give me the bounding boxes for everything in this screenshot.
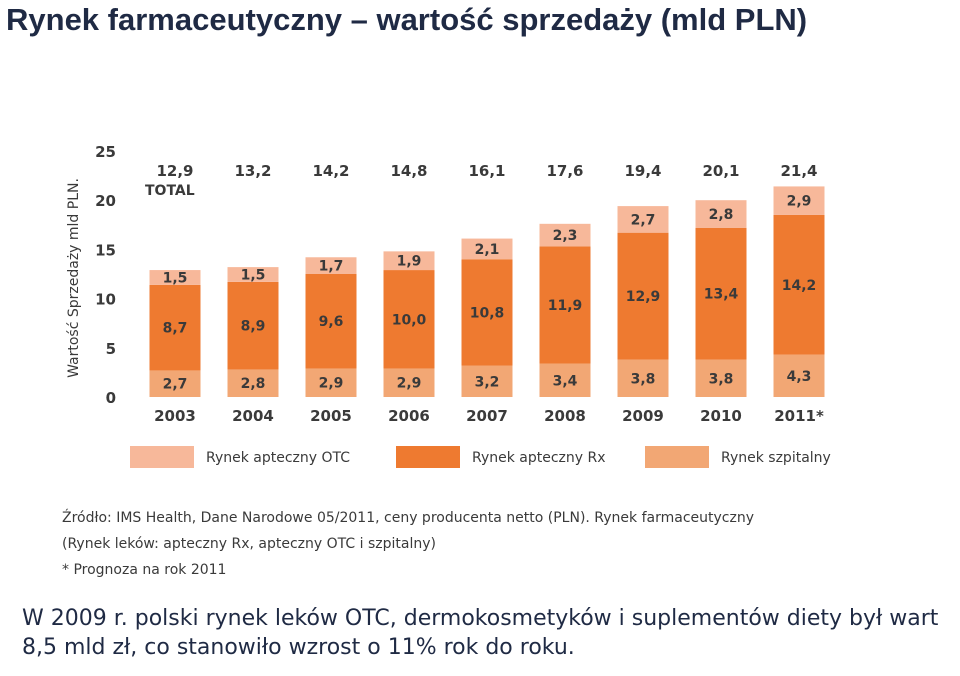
total-value-label: 19,4 [624, 162, 661, 180]
bar-segment [695, 200, 747, 228]
x-tick-label: 2010 [700, 407, 742, 425]
bar-segment [773, 186, 825, 215]
bar-segment [305, 257, 357, 274]
total-value-label: 21,4 [780, 162, 817, 180]
y-tick-label: 0 [106, 389, 116, 407]
total-value-label: 14,8 [390, 162, 427, 180]
bar-segment [773, 354, 825, 397]
total-value-label: 16,1 [468, 162, 505, 180]
bar-segment [305, 274, 357, 369]
x-tick-label: 2004 [232, 407, 274, 425]
bar-value-label: 2,7 [631, 212, 656, 228]
bar-value-label: 12,9 [626, 289, 661, 305]
bar-segment [383, 368, 435, 397]
bar-segment [227, 369, 279, 397]
bar-segment [461, 259, 513, 366]
total-value-label: 12,9 [156, 162, 193, 180]
bar-segment [695, 227, 747, 360]
bar-segment [773, 214, 825, 355]
bar-value-label: 2,7 [163, 377, 188, 393]
bar-value-label: 2,3 [553, 228, 578, 244]
bar-segment [539, 223, 591, 247]
total-value-label: 20,1 [702, 162, 739, 180]
bar-value-label: 14,2 [782, 278, 817, 294]
total-value-label: 13,2 [234, 162, 271, 180]
y-ticks: 0 5 10 15 20 25 [95, 143, 116, 407]
bar-value-label: 2,9 [319, 376, 344, 392]
bar-segment [461, 238, 513, 260]
bar-value-label: 2,9 [787, 194, 812, 210]
y-tick-label: 25 [95, 143, 116, 161]
x-tick-label: 2003 [154, 407, 196, 425]
legend-swatch [645, 446, 709, 468]
bar-segment [617, 232, 669, 360]
bar-value-label: 13,4 [704, 287, 739, 303]
y-tick-label: 20 [95, 192, 116, 210]
total-labels: 12,9 13,2 14,2 14,8 16,1 17,6 19,4 20,1 21,4 [156, 162, 817, 180]
bar-value-label: 8,7 [163, 321, 188, 337]
total-value-label: 17,6 [546, 162, 583, 180]
bar-value-label: 8,9 [241, 319, 266, 335]
x-tick-label: 2007 [466, 407, 508, 425]
bar-value-label: 2,8 [241, 376, 266, 392]
bar-value-label: 1,5 [241, 267, 266, 283]
legend-swatch [396, 446, 460, 468]
bar-segment [617, 359, 669, 397]
bar-value-label: 9,6 [319, 314, 344, 330]
y-tick-label: 15 [95, 241, 116, 259]
bar-segment [617, 206, 669, 233]
x-tick-label: 2008 [544, 407, 586, 425]
bar-value-label: 11,9 [548, 298, 583, 314]
bar-value-label: 10,8 [470, 305, 505, 321]
y-tick-label: 10 [95, 291, 116, 309]
bar-value-label: 4,3 [787, 369, 812, 385]
legend-label: Rynek apteczny Rx [472, 450, 606, 466]
legend-swatch [130, 446, 194, 468]
bar-segment [539, 246, 591, 364]
source-line-3: * Prognoza na rok 2011 [62, 562, 227, 578]
slide-title: Rynek farmaceutyczny – wartość sprzedaży… [6, 2, 808, 37]
bar-segment [695, 359, 747, 397]
legend-label: Rynek szpitalny [721, 450, 831, 466]
bar-value-label: 3,2 [475, 374, 500, 390]
source-line-1: Źródło: IMS Health, Dane Narodowe 05/201… [62, 510, 754, 526]
bar-value-label: 2,1 [475, 242, 500, 258]
x-tick-label: 2009 [622, 407, 664, 425]
legend: Rynek apteczny OTC Rynek apteczny Rx Rynek… [130, 446, 831, 468]
legend-label: Rynek apteczny OTC [206, 450, 350, 466]
bar-segment [149, 270, 201, 285]
x-tick-label: 2011* [774, 407, 824, 425]
bar-value-label: 1,5 [163, 270, 188, 286]
bar-segment [227, 267, 279, 282]
source-line-2: (Rynek leków: apteczny Rx, apteczny OTC … [62, 536, 436, 552]
caption-text: W 2009 r. polski rynek leków OTC, dermok… [22, 606, 939, 660]
y-tick-label: 5 [106, 340, 116, 358]
bar-segment [227, 281, 279, 370]
y-axis-label: Wartość Sprzedaży mld PLN. [66, 178, 82, 378]
source-note: Źródło: IMS Health, Dane Narodowe 05/201… [62, 505, 754, 583]
bar-segment [461, 365, 513, 397]
bar-segment [383, 251, 435, 271]
bar-value-label: 10,0 [392, 312, 427, 328]
bar-value-label: 3,4 [553, 373, 578, 389]
y-axis-label-group: Wartość Sprzedaży mld PLN. [66, 178, 82, 378]
x-tick-label: 2006 [388, 407, 430, 425]
bar-segment [539, 363, 591, 397]
bar-value-label: 3,8 [631, 371, 656, 387]
x-tick-label: 2005 [310, 407, 352, 425]
bar-segment [305, 368, 357, 397]
bar-value-label: 3,8 [709, 371, 734, 387]
bar-segment [383, 270, 435, 369]
bars: 2,7 8,7 1,5 2,8 8,9 1,5 2,9 9,6 1,7 2,9 10,0 1,9 3,2… [149, 186, 825, 397]
bar-value-label: 1,9 [397, 254, 422, 270]
x-ticks: 2003 2004 2005 2006 2007 2008 2009 2010 2011* [154, 407, 824, 425]
bar-value-label: 2,8 [709, 207, 734, 223]
bar-value-label: 2,9 [397, 376, 422, 392]
total-value-label: 14,2 [312, 162, 349, 180]
bar-value-label: 1,7 [319, 259, 344, 275]
bar-segment [149, 370, 201, 397]
bar-segment [149, 284, 201, 371]
total-label: TOTAL [145, 183, 195, 199]
